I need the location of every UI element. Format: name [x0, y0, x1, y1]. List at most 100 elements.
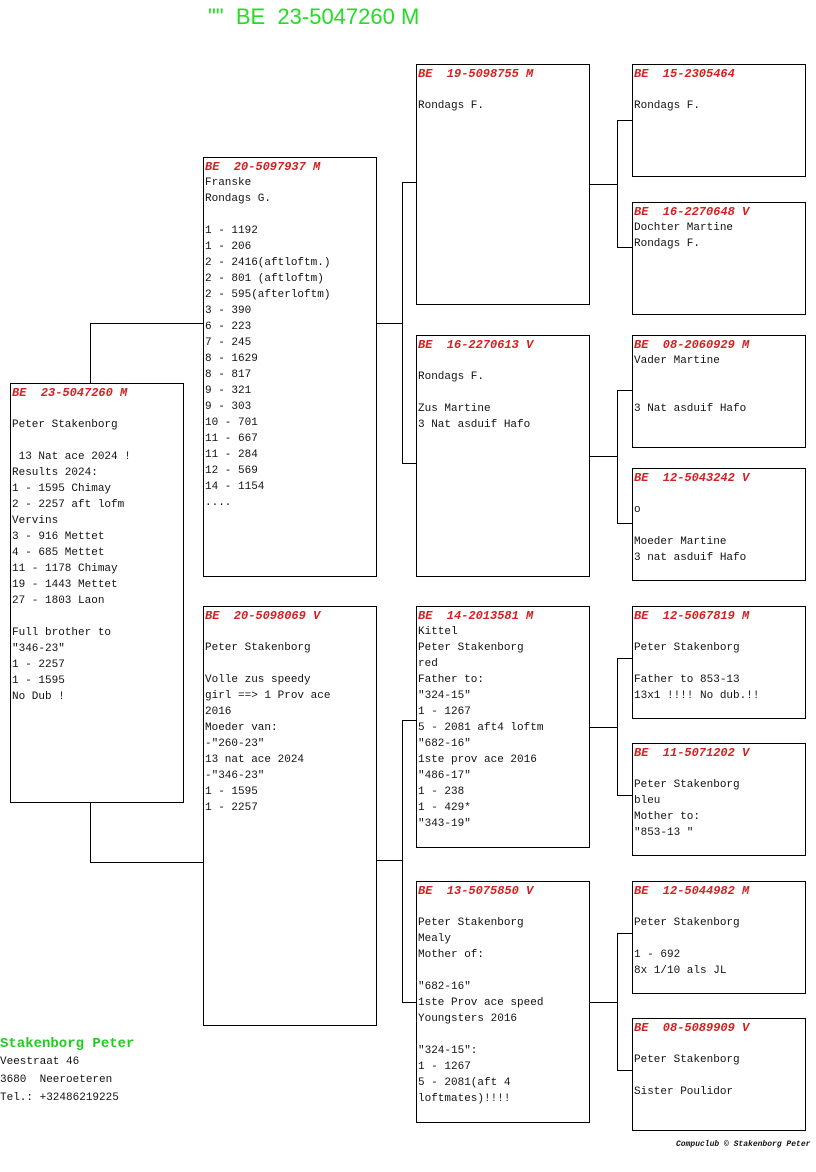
card-line	[418, 963, 589, 979]
ring-number: BE 12-5067819 M	[634, 609, 750, 623]
card-line: Mealy	[418, 933, 452, 945]
card-line: Moeder van:	[205, 722, 278, 734]
pigeon-card-mother: BE 20-5098069 V Peter Stakenborg Volle zus…	[203, 606, 377, 1026]
card-line	[12, 401, 183, 417]
card-line	[634, 1068, 805, 1084]
card-line: 5 - 2081 aft4 loftm	[418, 722, 544, 734]
footer-credit: Compuclub © Stakenborg Peter	[676, 1140, 811, 1149]
pigeon-card-mmm: BE 08-5089909 V Peter Stakenborg Sister Po…	[632, 1018, 806, 1131]
card-line: Peter Stakenborg	[12, 419, 118, 431]
card-line: 1 - 238	[418, 786, 465, 798]
card-line: ....	[205, 497, 232, 509]
connector-line	[617, 658, 632, 659]
card-line: Rondags F.	[418, 100, 485, 112]
card-line: girl ==> 1 Prov ace	[205, 690, 331, 702]
card-line: 2016	[205, 706, 232, 718]
ring-number: BE 12-5043242 V	[634, 471, 750, 485]
pigeon-card-ffm: BE 16-2270648 V Dochter Martine Rondags F.	[632, 202, 806, 315]
card-line: 1 - 2257	[12, 659, 65, 671]
card-line	[634, 82, 805, 98]
connector-line	[617, 933, 618, 1071]
card-line	[634, 761, 805, 777]
card-line: Mother to:	[634, 811, 701, 823]
connector-line	[617, 247, 632, 248]
connector-line	[589, 456, 617, 457]
card-line: 11 - 667	[205, 433, 258, 445]
card-line: Peter Stakenborg	[205, 642, 311, 654]
card-line: 7 - 245	[205, 337, 252, 349]
card-line: 27 - 1803 Laon	[12, 595, 105, 607]
owner-name: Stakenborg Peter	[0, 1036, 135, 1052]
card-line	[634, 931, 805, 947]
card-line: 1 - 1267	[418, 1061, 471, 1073]
card-line: Mother of:	[418, 949, 485, 961]
card-line: 3 - 390	[205, 305, 252, 317]
card-line: Kittel	[418, 626, 458, 638]
card-line	[12, 433, 183, 449]
connector-line	[589, 727, 617, 728]
card-line: Peter Stakenborg	[634, 917, 740, 929]
card-line: 8 - 817	[205, 369, 252, 381]
connector-line	[90, 802, 91, 862]
ring-number: BE 08-2060929 M	[634, 338, 750, 352]
pigeon-card-mfm: BE 11-5071202 V Peter Stakenborg bleu Mothe…	[632, 743, 806, 856]
owner-phone: Tel.: +32486219225	[0, 1092, 119, 1104]
card-line: 1 - 1595	[205, 786, 258, 798]
card-line: Volle zus speedy	[205, 674, 311, 686]
ring-number: BE 13-5075850 V	[418, 884, 534, 898]
owner-info: Stakenborg Peter Veestraat 46 3680 Neero…	[0, 1035, 134, 1107]
connector-line	[617, 523, 632, 524]
card-line: 2 - 801 (aftloftm)	[205, 273, 324, 285]
card-line: "346-23"	[12, 643, 65, 655]
card-line: Moeder Martine	[634, 536, 727, 548]
connector-line	[589, 1002, 617, 1003]
card-line: "486-17"	[418, 770, 471, 782]
ring-number: BE 12-5044982 M	[634, 884, 750, 898]
ring-number: BE 15-2305464	[634, 67, 735, 81]
card-line: "343-19"	[418, 818, 471, 830]
connector-line	[617, 1070, 632, 1071]
connector-line	[376, 323, 402, 324]
card-line: Sister Poulidor	[634, 1086, 734, 1098]
card-line: 1 - 1595 Chimay	[12, 483, 112, 495]
card-line: 12 - 569	[205, 465, 258, 477]
ring-number: BE 23-5047260 M	[12, 386, 128, 400]
connector-line	[617, 658, 618, 796]
connector-line	[90, 323, 91, 383]
pigeon-card-fmm: BE 12-5043242 V o Moeder Martine 3 nat asdu…	[632, 468, 806, 581]
pigeon-card-ff: BE 19-5098755 M Rondags F.	[416, 64, 590, 305]
card-line: 11 - 1178 Chimay	[12, 563, 118, 575]
connector-line	[90, 323, 203, 324]
card-line: Peter Stakenborg	[418, 917, 524, 929]
ring-number: BE 20-5098069 V	[205, 609, 321, 623]
card-line: -"260-23"	[205, 738, 265, 750]
connector-line	[617, 120, 632, 121]
card-line: 5 - 2081(aft 4	[418, 1077, 511, 1089]
pigeon-card-fff: BE 15-2305464 Rondags F.	[632, 64, 806, 177]
connector-line	[402, 720, 403, 1002]
card-line: 13 nat ace 2024	[205, 754, 305, 766]
card-line: Father to:	[418, 674, 485, 686]
connector-line	[376, 860, 402, 861]
card-line	[418, 1027, 589, 1043]
card-line: No Dub !	[12, 691, 65, 703]
ring-number: BE 16-2270613 V	[418, 338, 534, 352]
card-line	[634, 518, 805, 534]
ring-number: BE 11-5071202 V	[634, 746, 750, 760]
card-line: 1 - 2257	[205, 802, 258, 814]
connector-line	[617, 120, 618, 248]
card-line: Vervins	[12, 515, 59, 527]
card-line: Vader Martine	[634, 355, 720, 367]
card-line: 8x 1/10 als JL	[634, 965, 727, 977]
card-line: Full brother to	[12, 627, 112, 639]
pigeon-card-mm: BE 13-5075850 V Peter Stakenborg Mealy Moth…	[416, 881, 590, 1123]
card-line: 11 - 284	[205, 449, 258, 461]
card-line	[205, 207, 376, 223]
card-line: Rondags F.	[634, 100, 701, 112]
card-line: 9 - 303	[205, 401, 252, 413]
card-line: Rondags G.	[205, 193, 272, 205]
connector-line	[617, 933, 632, 934]
card-line: 2 - 595(afterloftm)	[205, 289, 331, 301]
page-title: "" BE 23-5047260 M	[208, 4, 420, 29]
